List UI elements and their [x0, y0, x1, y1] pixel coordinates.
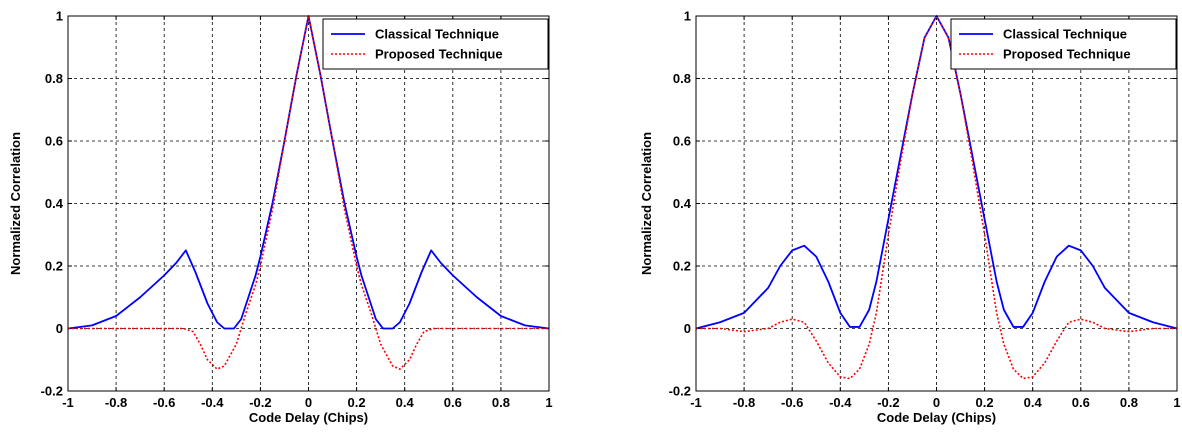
y-tick-label: 1 — [684, 9, 691, 24]
x-tick-label: 0.8 — [1120, 395, 1138, 410]
y-tick-label: 0.8 — [45, 71, 63, 86]
x-tick-label: 0.2 — [976, 395, 994, 410]
y-tick-label: 0.6 — [45, 134, 63, 149]
y-tick-label: 0.2 — [45, 259, 63, 274]
chart-panel-1: -1 -0.8 -0.6 -0.4 -0.2 0 0.2 0.4 0.6 0.8 1 -0.2 0 0.2… — [8, 9, 553, 426]
x-tick-label: 1 — [1173, 395, 1180, 410]
x-tick-label: 1 — [545, 395, 552, 410]
x-tick-label: 0.6 — [1072, 395, 1090, 410]
y-axis-label: Normalized Correlation — [639, 132, 654, 275]
y-axis-label: Normalized Correlation — [8, 132, 23, 275]
x-tick-label: -0.6 — [153, 395, 175, 410]
x-axis-label: Code Delay (Chips) — [877, 410, 996, 425]
axes-frame — [695, 15, 1178, 392]
x-tick-label: 0 — [933, 395, 940, 410]
series-line-proposed — [68, 15, 549, 370]
y-tick-label: 0 — [684, 321, 691, 336]
legend: Classical Technique Proposed Technique — [322, 18, 549, 70]
x-tick-label: -0.2 — [877, 395, 899, 410]
legend-label-classical: Classical Technique — [1003, 27, 1127, 42]
y-tick-label: 0.8 — [673, 71, 691, 86]
legend-label-classical: Classical Technique — [375, 27, 499, 42]
y-tick-label: -0.2 — [669, 384, 691, 399]
chart-panel-2: -1 -0.8 -0.6 -0.4 -0.2 0 0.2 0.4 0.6 0.8 1 -0.2 0 0.2… — [639, 9, 1181, 426]
x-tick-label: -0.8 — [733, 395, 755, 410]
legend-box — [950, 18, 1177, 70]
legend-box — [322, 18, 549, 70]
x-tick-label: -0.4 — [201, 395, 224, 410]
legend: Classical Technique Proposed Technique — [950, 18, 1177, 70]
y-tick-label: 0.4 — [45, 196, 64, 211]
x-tick-label: 0.6 — [444, 395, 462, 410]
axes-frame — [67, 15, 550, 392]
x-tick-label: -0.2 — [249, 395, 271, 410]
x-tick-label: -1 — [690, 395, 702, 410]
x-tick-label: -0.6 — [781, 395, 803, 410]
x-tick-label: 0.4 — [396, 395, 415, 410]
y-tick-label: 0 — [56, 321, 63, 336]
x-tick-label: 0 — [305, 395, 312, 410]
x-tick-label: 0.2 — [348, 395, 366, 410]
y-tick-label: 0.2 — [673, 259, 691, 274]
x-tick-label: -1 — [62, 395, 74, 410]
x-tick-label: 0.8 — [492, 395, 510, 410]
legend-label-proposed: Proposed Technique — [375, 47, 503, 62]
x-tick-label: -0.8 — [105, 395, 127, 410]
x-tick-label: 0.4 — [1024, 395, 1043, 410]
y-tick-label: 1 — [56, 9, 63, 24]
x-tick-label: -0.4 — [829, 395, 852, 410]
x-axis-label: Code Delay (Chips) — [249, 410, 368, 425]
legend-label-proposed: Proposed Technique — [1003, 47, 1131, 62]
y-tick-label: 0.6 — [673, 134, 691, 149]
y-tick-label: 0.4 — [673, 196, 692, 211]
y-tick-label: -0.2 — [41, 384, 63, 399]
